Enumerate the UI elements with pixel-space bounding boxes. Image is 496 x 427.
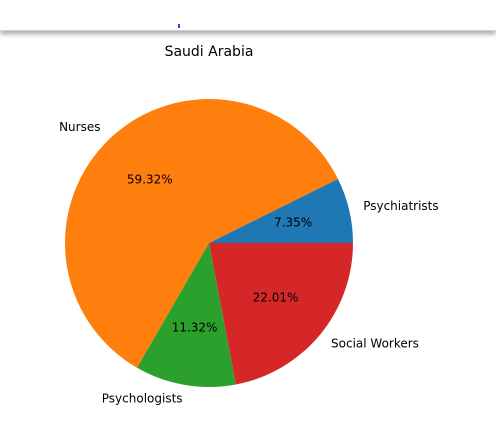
pie-chart: Saudi Arabia Psychiatrists Nurses Psycholo…: [0, 34, 496, 423]
slice-percent-psychiatrists: 7.35%: [274, 216, 312, 230]
slice-percent-social-workers: 22.01%: [253, 291, 299, 305]
pie-slice-nurses: [65, 99, 338, 368]
cursor-mark: [178, 24, 180, 28]
pie-chart-svg: Saudi Arabia Psychiatrists Nurses Psycholo…: [59, 44, 439, 406]
slice-label-nurses: Nurses: [59, 120, 100, 134]
chart-title: Saudi Arabia: [165, 44, 254, 60]
pie-slice-social-workers: [209, 243, 353, 385]
slice-percent-nurses: 59.32%: [127, 173, 173, 187]
pie-slice-psychologists: [137, 243, 236, 387]
slice-labels: Psychiatrists Nurses Psychologists Social W…: [59, 120, 439, 406]
slice-percent-labels: 7.35% 59.32% 11.32% 22.01%: [127, 173, 312, 335]
slice-percent-psychologists: 11.32%: [172, 321, 218, 335]
pie-slices: [65, 99, 353, 387]
slice-label-social-workers: Social Workers: [331, 337, 419, 351]
slice-label-psychologists: Psychologists: [102, 392, 183, 406]
pie-slice-psychiatrists: [209, 178, 353, 243]
top-bar: [0, 0, 496, 31]
slice-label-psychiatrists: Psychiatrists: [363, 199, 438, 213]
